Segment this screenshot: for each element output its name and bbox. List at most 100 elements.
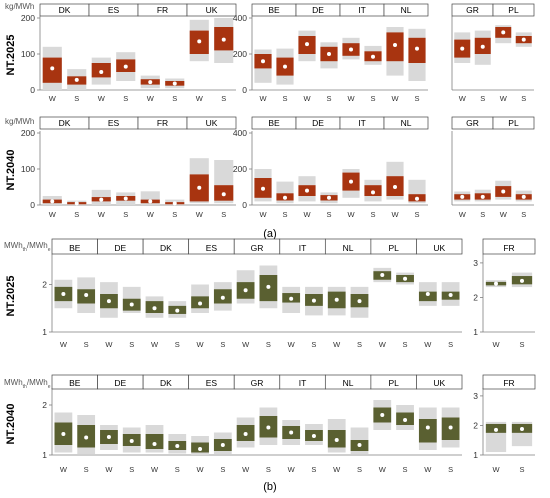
x-tick-label: S (311, 465, 316, 474)
chart-panel: kg/MWh 0 100 200 DK W S ES W S FR W S UK W S (5, 2, 237, 103)
y-tick-label: 200 (21, 128, 35, 138)
mean-marker (261, 59, 265, 64)
group-header-pl: PL (388, 243, 399, 253)
mean-marker (349, 179, 353, 184)
group-header-fr: FR (157, 5, 168, 15)
x-tick-label: W (98, 210, 106, 219)
mean-marker (198, 447, 203, 451)
x-tick-label: W (333, 465, 341, 474)
mean-marker (99, 197, 104, 202)
chart-panel: 1 2 3 FR W S (473, 374, 536, 474)
y-axis-label: kg/MWh (5, 117, 34, 126)
mean-marker (266, 425, 271, 430)
mean-marker (520, 427, 524, 431)
x-tick-label: S (521, 210, 526, 219)
y-tick-label: 0 (242, 85, 247, 95)
group-header-dk: DK (59, 118, 71, 128)
x-tick-label: S (220, 465, 225, 474)
x-tick-label: S (172, 210, 177, 219)
y-tick-label: 0 (30, 200, 35, 210)
mean-marker (305, 42, 309, 47)
mean-marker (123, 196, 128, 201)
x-tick-label: W (492, 340, 500, 349)
mean-marker (403, 418, 408, 422)
x-tick-label: W (105, 465, 113, 474)
x-tick-label: S (519, 340, 524, 349)
group-header-uk: UK (433, 378, 445, 388)
x-tick-label: S (448, 465, 453, 474)
mean-marker (480, 194, 485, 199)
y-axis-label: kg/MWh (5, 2, 34, 11)
mean-marker (197, 185, 202, 190)
y-axis-label: MWhth/MWhe (4, 241, 51, 253)
group-header-pl: PL (508, 118, 519, 128)
chart-panel: kg/MWh 0 100 200 DK W S ES W S FR W S UK W S (5, 116, 237, 219)
group-header-be: BE (268, 5, 280, 15)
x-tick-label: S (480, 210, 485, 219)
mean-marker (311, 434, 316, 438)
group-header-uk: UK (433, 243, 445, 253)
group-header-dk: DK (160, 243, 172, 253)
x-tick-label: W (147, 94, 155, 103)
x-tick-label: W (333, 340, 341, 349)
x-tick-label: S (326, 210, 331, 219)
x-tick-label: W (242, 340, 250, 349)
x-tick-label: W (424, 340, 432, 349)
part-a-label: (a) (263, 228, 276, 240)
scenario-label: NT.2040 (5, 150, 17, 191)
mean-marker (129, 302, 134, 307)
mean-marker (50, 66, 55, 71)
group-header-uk: UK (206, 118, 218, 128)
group-header-nl: NL (401, 5, 412, 15)
x-tick-label: S (123, 210, 128, 219)
x-tick-label: S (403, 340, 408, 349)
mean-marker (106, 299, 111, 304)
y-axis-label: MWhth/MWhe (4, 378, 51, 390)
group-header-it: IT (358, 5, 366, 15)
mean-marker (460, 194, 465, 199)
mean-marker (425, 292, 430, 296)
mean-marker (460, 46, 465, 51)
group-header-gr: GR (251, 378, 264, 388)
chart-panel: GR W S PL W S (451, 3, 535, 103)
x-tick-label: S (221, 94, 226, 103)
y-tick-label: 200 (233, 164, 247, 174)
y-tick-label: 3 (473, 258, 478, 268)
y-tick-label: 1 (42, 450, 47, 460)
mean-marker (494, 427, 498, 432)
x-tick-label: S (175, 465, 180, 474)
mean-marker (175, 308, 180, 313)
x-tick-label: W (303, 210, 311, 219)
y-tick-label: 1 (42, 327, 47, 337)
x-tick-label: S (403, 465, 408, 474)
mean-marker (74, 201, 79, 206)
group-header-gr: GR (466, 5, 479, 15)
group-header-gr: GR (466, 118, 479, 128)
mean-marker (357, 443, 362, 447)
x-tick-label: W (459, 210, 467, 219)
mean-marker (61, 432, 66, 436)
x-tick-label: S (123, 94, 128, 103)
mean-marker (371, 54, 375, 59)
mean-marker (448, 292, 453, 297)
x-tick-label: S (311, 340, 316, 349)
mean-marker (261, 186, 265, 191)
y-tick-label: 2 (473, 292, 478, 302)
mean-marker (61, 292, 66, 296)
y-tick-label: 2 (473, 420, 478, 430)
x-tick-label: S (266, 465, 271, 474)
mean-marker (172, 201, 177, 206)
mean-marker (393, 43, 397, 47)
group-header-nl: NL (343, 378, 354, 388)
x-tick-label: W (196, 94, 204, 103)
group-header-cell (492, 3, 535, 17)
mean-marker (380, 273, 385, 277)
group-header-cell (416, 238, 463, 255)
chart-panel: MWhth/MWhe 1 2 BE W S DE W S DK W S ES W S GR W S IT W S NL W S… (4, 238, 463, 349)
x-tick-label: W (197, 465, 205, 474)
y-tick-label: 0 (30, 85, 35, 95)
mean-marker (220, 443, 225, 447)
x-tick-label: W (492, 465, 500, 474)
x-tick-label: S (84, 465, 89, 474)
